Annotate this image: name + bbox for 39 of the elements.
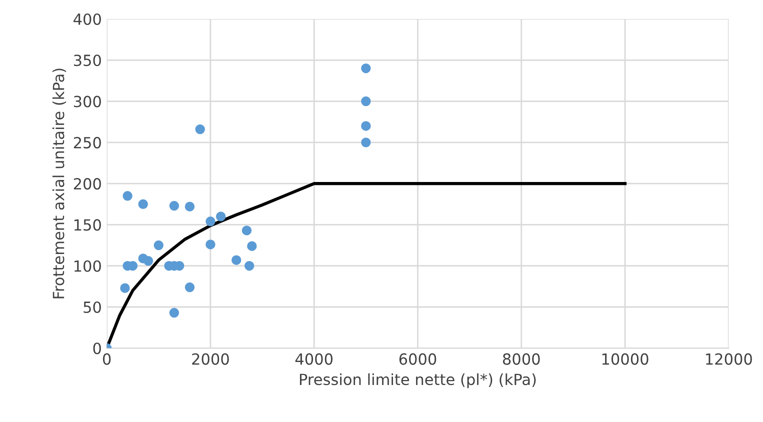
- point: [361, 121, 371, 131]
- x-tick-label: 6000: [399, 353, 436, 365]
- y-axis-title: Frottement axial unitaire (kPa): [52, 68, 66, 298]
- point: [122, 191, 132, 201]
- point: [143, 256, 154, 266]
- point: [195, 124, 205, 134]
- point: [232, 255, 242, 265]
- point: [138, 199, 148, 210]
- x-tick-label: 12000: [706, 353, 752, 365]
- point: [247, 241, 257, 251]
- y-tick-label: 300: [74, 96, 101, 108]
- point: [206, 216, 216, 226]
- point: [120, 283, 130, 293]
- y-tick-label: 100: [74, 260, 101, 272]
- point: [361, 63, 371, 74]
- x-tick-label: 8000: [502, 353, 540, 365]
- point: [184, 282, 195, 292]
- point: [242, 226, 252, 236]
- point: [184, 202, 195, 212]
- point: [244, 261, 254, 271]
- y-tick-label: 250: [74, 136, 101, 148]
- point: [361, 138, 371, 148]
- y-tick-label: 350: [74, 54, 101, 66]
- x-tick-label: 10000: [602, 353, 648, 365]
- point: [154, 240, 164, 250]
- point: [206, 240, 216, 250]
- point: [169, 308, 180, 318]
- y-tick-label: 150: [74, 219, 101, 231]
- point: [361, 96, 371, 106]
- y-tick-label: 0: [93, 342, 101, 354]
- point: [169, 200, 180, 211]
- x-tick-label: 4000: [295, 353, 333, 365]
- point: [216, 212, 226, 222]
- x-tick-label: 2000: [192, 353, 229, 365]
- y-tick-label: 200: [74, 178, 101, 190]
- y-tick-label: 400: [74, 13, 101, 26]
- x-tick-label: 0: [102, 353, 111, 365]
- y-tick-label: 50: [84, 301, 101, 314]
- x-axis-title: Pression limite nette (pl*) (kPa): [300, 373, 536, 388]
